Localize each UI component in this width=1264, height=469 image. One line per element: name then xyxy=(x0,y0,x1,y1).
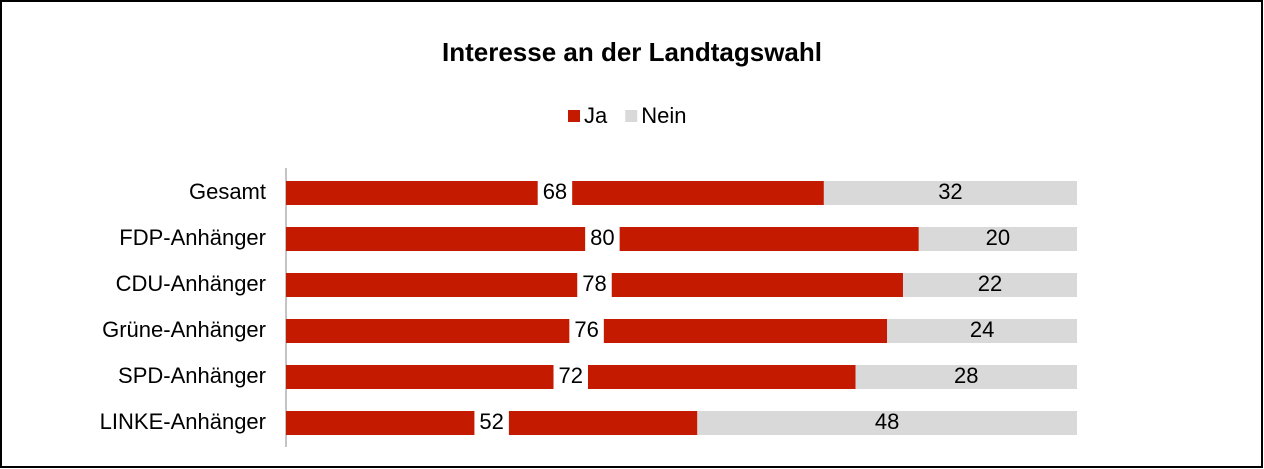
data-label-bg xyxy=(585,227,620,251)
bar-segment xyxy=(918,227,1077,251)
bar-segment xyxy=(823,181,1077,205)
y-tick-label: LINKE-Anhänger xyxy=(100,409,266,434)
data-label: 24 xyxy=(970,317,994,342)
y-tick-label: CDU-Anhänger xyxy=(116,271,266,296)
chart-title: Interesse an der Landtagswahl xyxy=(442,37,822,67)
legend-swatch xyxy=(625,110,638,122)
legend-label: Nein xyxy=(641,103,686,128)
y-tick-label: Gesamt xyxy=(189,179,266,204)
data-label-bg xyxy=(537,181,573,205)
data-label: 80 xyxy=(590,225,614,250)
data-label: 48 xyxy=(875,409,899,434)
data-label: 28 xyxy=(954,363,978,388)
legend-swatch xyxy=(568,110,580,122)
data-label: 22 xyxy=(978,271,1002,296)
data-label: 78 xyxy=(582,271,606,296)
y-tick-label: FDP-Anhänger xyxy=(119,225,266,250)
data-label: 68 xyxy=(543,179,567,204)
y-tick-label: Grüne-Anhänger xyxy=(102,317,266,342)
data-label-bg xyxy=(474,411,509,435)
data-label-bg xyxy=(577,273,612,297)
bar-segment xyxy=(902,273,1077,297)
data-label: 72 xyxy=(559,363,583,388)
data-label: 20 xyxy=(986,225,1010,250)
data-label: 32 xyxy=(938,179,962,204)
bar-segment xyxy=(697,411,1077,435)
y-tick-label: SPD-Anhänger xyxy=(118,363,266,388)
data-label: 52 xyxy=(479,409,503,434)
data-label-bg xyxy=(569,319,604,343)
bar-segment xyxy=(855,365,1077,389)
data-label-bg xyxy=(553,365,589,389)
bar-segment xyxy=(887,319,1077,343)
legend-label: Ja xyxy=(584,103,608,128)
data-label: 76 xyxy=(574,317,598,342)
